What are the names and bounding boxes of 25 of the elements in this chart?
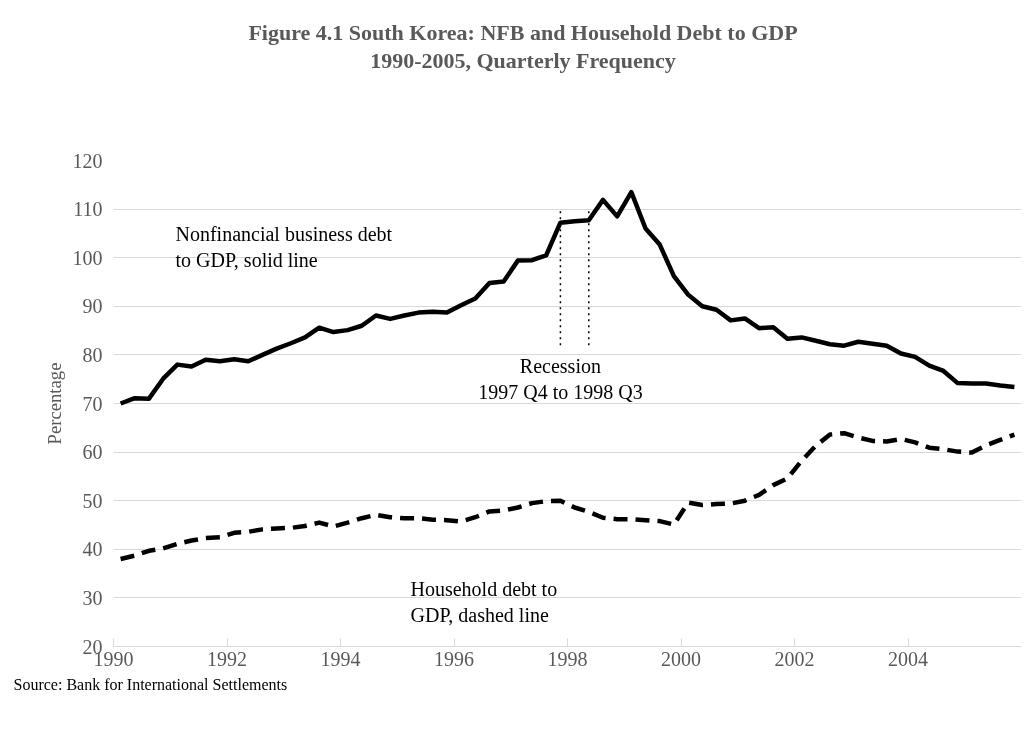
y-axis-title: Percentage bbox=[43, 362, 65, 445]
text: Household debt to GDP, dashed line bbox=[410, 578, 558, 627]
y-tick-label: 40 bbox=[82, 538, 103, 561]
line-series bbox=[118, 189, 1017, 406]
y-tick-label: 90 bbox=[82, 295, 103, 318]
line-series bbox=[118, 430, 1017, 562]
x-tick-label: 2000 bbox=[661, 647, 701, 670]
x-tick-label: 2002 bbox=[774, 647, 815, 670]
x-tick-label: 1998 bbox=[547, 647, 588, 670]
x-tick-label: 1992 bbox=[207, 647, 247, 670]
y-tick-label: 50 bbox=[82, 489, 103, 512]
x-tick-label: 2004 bbox=[888, 647, 928, 670]
y-tick-label: 120 bbox=[72, 149, 103, 172]
source-note: Source: Bank for International Settlements bbox=[13, 675, 288, 693]
y-tick-label: 100 bbox=[72, 246, 103, 269]
y-tick-label: 30 bbox=[82, 586, 103, 609]
x-tick-label: 1996 bbox=[434, 647, 474, 670]
y-tick-label: 110 bbox=[73, 198, 103, 221]
y-tick-label: 60 bbox=[82, 441, 103, 464]
ref-line-label: Recession 1997 Q4 to 1998 Q3 bbox=[478, 354, 643, 404]
x-tick-label: 1994 bbox=[320, 647, 361, 670]
chart-title: Figure 4.1 South Korea: NFB and Household Debt to GDP 1990-2005, Quarterly Frequency bbox=[248, 19, 798, 74]
text: Nonfinancial business debt to GDP, solid line bbox=[175, 223, 393, 272]
y-tick-label: 80 bbox=[82, 343, 103, 366]
y-tick-label: 70 bbox=[82, 392, 103, 415]
